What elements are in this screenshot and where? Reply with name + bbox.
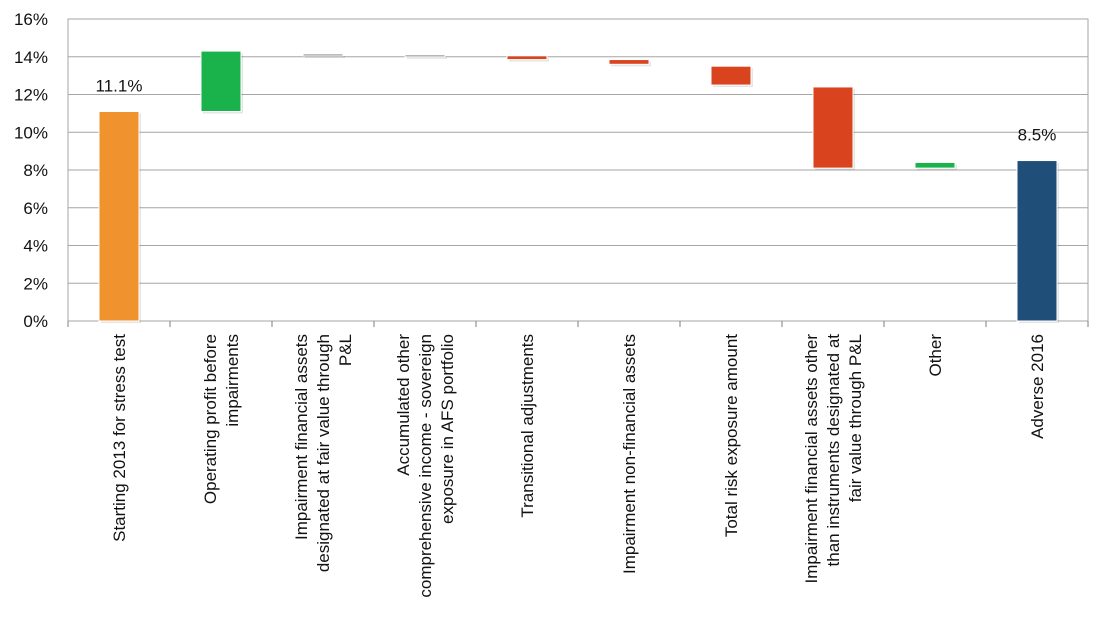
- category-label: Transitional adjustments: [518, 334, 537, 518]
- category-label: Operating profit before impairments: [201, 334, 242, 504]
- category-label: Adverse 2016: [1028, 334, 1047, 439]
- y-tick-label: 16%: [14, 10, 48, 29]
- bar-shadow: [305, 55, 345, 58]
- bar: [608, 59, 650, 65]
- category-label-line: Impairment non-financial assets: [620, 334, 639, 574]
- bar: [302, 53, 344, 57]
- category-label-line: Operating profit before: [201, 334, 220, 504]
- y-tick-label: 10%: [14, 123, 48, 142]
- category-label: Impairment financial assets other than in…: [802, 334, 865, 584]
- category-label-line: designated at fair value through: [314, 334, 333, 572]
- category-label-line: comprehensive income - sovereign: [416, 334, 435, 598]
- category-label-line: impairments: [223, 334, 242, 427]
- bar: [1016, 160, 1058, 322]
- y-tick-label: 2%: [23, 274, 48, 293]
- y-tick-label: 4%: [23, 237, 48, 256]
- y-tick-label: 14%: [14, 48, 48, 67]
- bar: [506, 55, 548, 61]
- category-label: Impairment financial assets designated at…: [292, 334, 355, 572]
- x-axis: [67, 321, 1089, 327]
- category-label-line: exposure in AFS portfolio: [438, 334, 457, 524]
- y-tick-label: 12%: [14, 86, 48, 105]
- y-tick-label: 0%: [23, 312, 48, 331]
- category-label: Starting 2013 for stress test: [110, 334, 129, 542]
- data-label: 11.1%: [96, 76, 143, 95]
- category-label: Impairment non-financial assets: [620, 334, 639, 574]
- category-label-line: Impairment financial assets other: [802, 334, 821, 584]
- y-tick-label: 8%: [23, 161, 48, 180]
- category-label-line: Adverse 2016: [1028, 334, 1047, 439]
- category-label: Other: [926, 334, 945, 377]
- bar: [200, 50, 242, 112]
- y-tick-label: 6%: [23, 199, 48, 218]
- bars: [98, 50, 1059, 323]
- bar: [812, 86, 854, 169]
- category-label-line: Other: [926, 334, 945, 377]
- data-label: 8.5%: [1018, 126, 1057, 145]
- bar-shadow: [407, 56, 447, 59]
- bar: [914, 161, 956, 169]
- category-label: Total risk exposure amount: [722, 334, 741, 537]
- category-label: Accumulated other comprehensive income - …: [394, 334, 457, 598]
- bar: [710, 65, 752, 86]
- category-label-line: Starting 2013 for stress test: [110, 334, 129, 542]
- category-label-line: Transitional adjustments: [518, 334, 537, 518]
- category-label-line: than instruments designated at: [824, 334, 843, 567]
- bar: [98, 110, 140, 322]
- category-label-line: fair value through P&L: [846, 334, 865, 502]
- bar: [404, 54, 446, 58]
- data-labels: 11.1% 8.5%: [96, 76, 1057, 144]
- category-label-line: Accumulated other: [394, 334, 413, 476]
- category-label-line: Total risk exposure amount: [722, 334, 741, 537]
- y-axis-tick-labels: 0% 2% 4% 6% 8% 10% 12% 14% 16%: [14, 10, 48, 331]
- category-labels: Starting 2013 for stress test Operating p…: [110, 334, 1047, 598]
- category-label-line: P&L: [336, 334, 355, 366]
- category-label-line: Impairment financial assets: [292, 334, 311, 540]
